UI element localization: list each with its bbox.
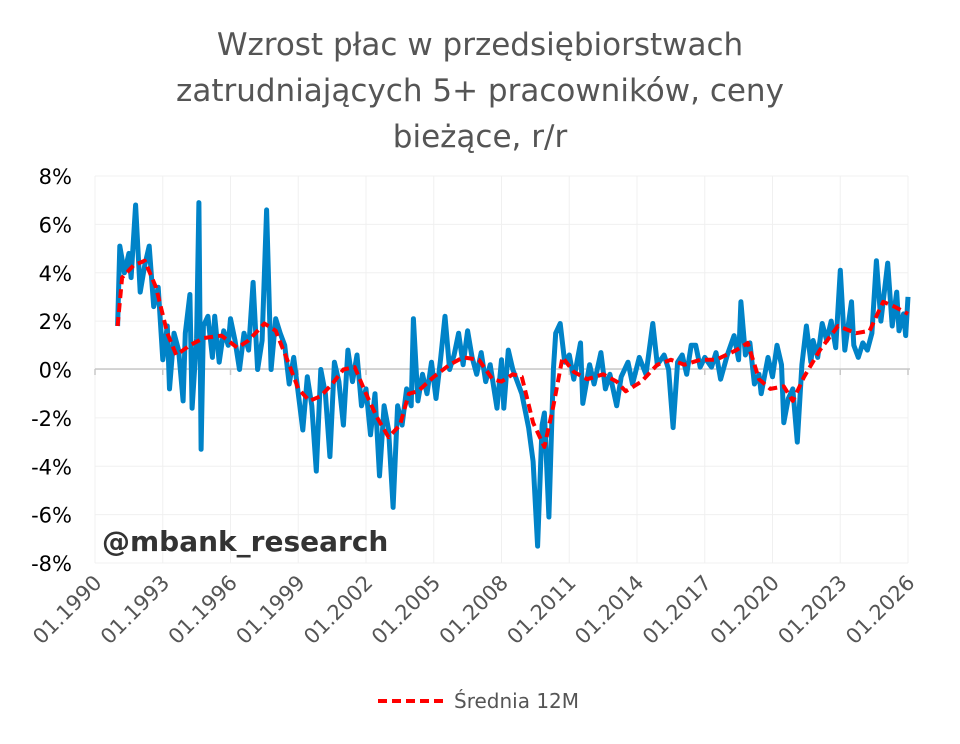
- x-tick-label: 01.2026: [841, 571, 919, 649]
- x-tick-label: 01.2011: [502, 571, 580, 649]
- y-tick-label: 4%: [39, 262, 72, 286]
- y-axis: 8% 6% 4% 2% 0% -2% -4% -6% -8%: [31, 165, 72, 576]
- y-tick-label: -8%: [31, 552, 72, 576]
- y-tick-label: 8%: [39, 165, 72, 189]
- x-tick-label: 01.2002: [299, 571, 377, 649]
- series-line-wage-growth: [115, 200, 911, 549]
- chart-title: Wzrost płac w przedsiębiorstwach zatrudn…: [176, 27, 784, 155]
- x-tick-label: 01.2005: [367, 571, 445, 649]
- y-tick-label: -2%: [31, 407, 72, 431]
- legend-label-12m-average: Średnia 12M: [454, 689, 579, 713]
- y-tick-label: -4%: [31, 455, 72, 479]
- series-lines: [115, 200, 911, 549]
- chart-title-line-3: bieżące, r/r: [393, 119, 568, 155]
- x-tick-label: 01.1996: [164, 571, 242, 649]
- x-tick-label: 01.1990: [28, 571, 106, 649]
- chart-title-line-2: zatrudniających 5+ pracowników, ceny: [176, 73, 784, 109]
- x-tick-label: 01.2020: [706, 571, 784, 649]
- y-tick-label: 2%: [39, 310, 72, 334]
- watermark: @mbank_research: [102, 525, 388, 558]
- legend: Średnia 12M: [378, 689, 579, 713]
- x-tick-label: 01.2008: [435, 571, 513, 649]
- x-tick-label: 01.2017: [638, 571, 716, 649]
- series-line-12m-average: [115, 258, 909, 449]
- y-tick-label: 6%: [39, 213, 72, 237]
- x-tick-label: 01.1999: [231, 571, 309, 649]
- x-tick-label: 01.2014: [570, 571, 648, 649]
- y-tick-label: 0%: [39, 359, 72, 383]
- chart-title-line-1: Wzrost płac w przedsiębiorstwach: [217, 27, 743, 63]
- y-tick-label: -6%: [31, 504, 72, 528]
- x-axis: 01.199001.199301.199601.199901.200201.20…: [28, 571, 919, 649]
- x-tick-label: 01.1993: [96, 571, 174, 649]
- x-tick-label: 01.2023: [773, 571, 851, 649]
